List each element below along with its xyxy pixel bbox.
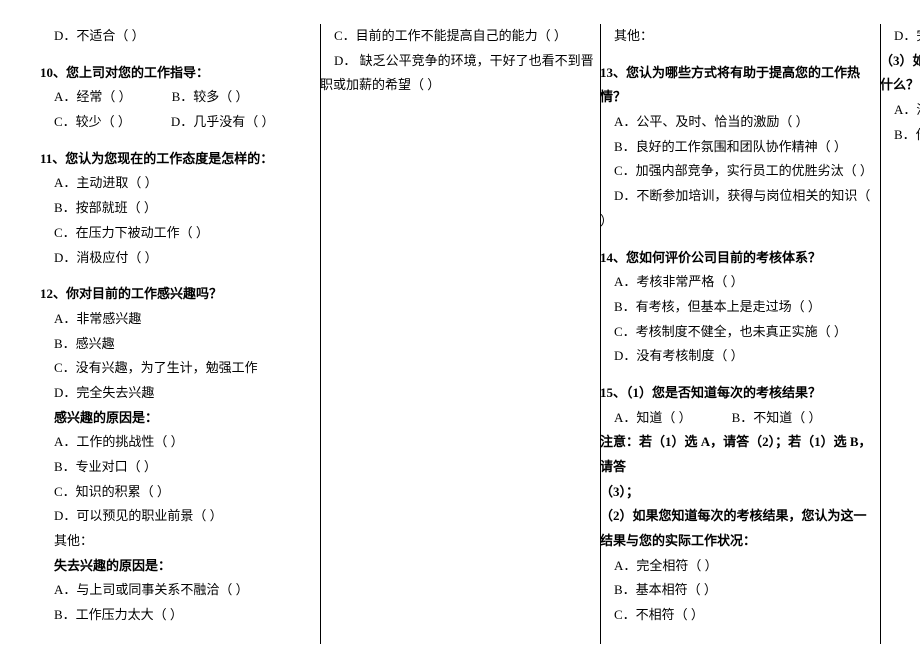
q10-d: D．几乎没有（ ） (171, 114, 275, 129)
q15-title: 15、（1）您是否知道每次的考核结果？ (600, 381, 880, 406)
q12-s1d: D．可以预见的职业前景（ ） (40, 504, 320, 529)
q11-a: A．主动进取（ ） (40, 171, 320, 196)
q10-row1: A．经常（ ） B．较多（ ） (40, 85, 320, 110)
q14-c: C．考核制度不健全，也未真正实施（ ） (600, 320, 880, 345)
q12-title: 12、你对目前的工作感兴趣吗？ (40, 282, 320, 307)
q12-s2d-1: D． 缺乏公平竞争的环境，干好了也看不到晋 (320, 49, 600, 74)
q15-s2d: D．完全不相符（ ） (880, 24, 920, 49)
q12-s2c: C．目前的工作不能提高自己的能力（ ） (320, 24, 600, 49)
q13-title: 13、您认为哪些方式将有助于提高您的工作热情？ (600, 61, 880, 110)
q10-title: 10、您上司对您的工作指导： (40, 61, 320, 86)
q15-note-2: （3）； (600, 480, 880, 505)
q11-d: D．消极应付（ ） (40, 246, 320, 271)
page-columns: D．不适合（ ） 10、您上司对您的工作指导： A．经常（ ） B．较多（ ） C… (40, 24, 880, 644)
q15-s3b: B．作为考核人的上级不重视（ ） (880, 123, 920, 148)
q15-p3b: 什么？ (880, 73, 920, 98)
q10-a: A．经常（ ） (54, 89, 132, 104)
q15-s3a: A．没有明确的考核结果反馈制度（ ） (880, 98, 920, 123)
q15-s2c: C．不相符（ ） (600, 603, 880, 628)
q15-row: A．知道（ ） B．不知道（ ） (600, 406, 880, 431)
q15-note-1: 注意：若（1）选 A，请答（2）；若（1）选 B，请答 (600, 430, 880, 479)
q12-b: B．感兴趣 (40, 332, 320, 357)
q15-p2a: （2）如果您知道每次的考核结果，您认为这一 (600, 504, 880, 529)
q13-c: C．加强内部竞争，实行员工的优胜劣汰（ ） (600, 159, 880, 184)
q10-c: C．较少（ ） (54, 114, 131, 129)
q14-d: D．没有考核制度（ ） (600, 344, 880, 369)
q12-sub2: 失去兴趣的原因是： (40, 554, 320, 579)
q12-c: C．没有兴趣，为了生计，勉强工作 (40, 356, 320, 381)
q10-row2: C．较少（ ） D．几乎没有（ ） (40, 110, 320, 135)
q12-s1b: B．专业对口（ ） (40, 455, 320, 480)
q12-s2b: B．工作压力太大（ ） (40, 603, 320, 628)
q12-s2d-2: 职或加薪的希望（ ） (320, 73, 600, 98)
q12-other1: 其他： (40, 529, 320, 554)
q12-a: A．非常感兴趣 (40, 307, 320, 332)
q11-title: 11、您认为您现在的工作态度是怎样的： (40, 147, 320, 172)
q12-s1c: C．知识的积累（ ） (40, 480, 320, 505)
q15-p3a: （3）如果您不知道每次的考核结果，其原因是 (880, 49, 920, 74)
q14-title: 14、您如何评价公司目前的考核体系？ (600, 246, 880, 271)
q12-d: D．完全失去兴趣 (40, 381, 320, 406)
q12-other2: 其他： (600, 24, 880, 49)
q10-b: B．较多（ ） (172, 89, 249, 104)
q11-c: C．在压力下被动工作（ ） (40, 221, 320, 246)
q12-sub1: 感兴趣的原因是： (40, 406, 320, 431)
q12-s2a: A．与上司或同事关系不融洽（ ） (40, 578, 320, 603)
q9-option-d: D．不适合（ ） (40, 24, 320, 49)
q14-a: A．考核非常严格（ ） (600, 270, 880, 295)
q15-a: A．知道（ ） (614, 410, 692, 425)
q12-s1a: A．工作的挑战性（ ） (40, 430, 320, 455)
q13-d-1: D．不断参加培训，获得与岗位相关的知识（ (600, 184, 880, 209)
q15-s2a: A．完全相符（ ） (600, 554, 880, 579)
q13-a: A．公平、及时、恰当的激励（ ） (600, 110, 880, 135)
q13-b: B．良好的工作氛围和团队协作精神（ ） (600, 135, 880, 160)
q14-b: B．有考核，但基本上是走过场（ ） (600, 295, 880, 320)
q11-b: B．按部就班（ ） (40, 196, 320, 221)
q15-p2b: 结果与您的实际工作状况： (600, 529, 880, 554)
q13-d-2: ） (600, 209, 880, 234)
q15-s2b: B．基本相符（ ） (600, 578, 880, 603)
q15-b: B．不知道（ ） (732, 410, 822, 425)
